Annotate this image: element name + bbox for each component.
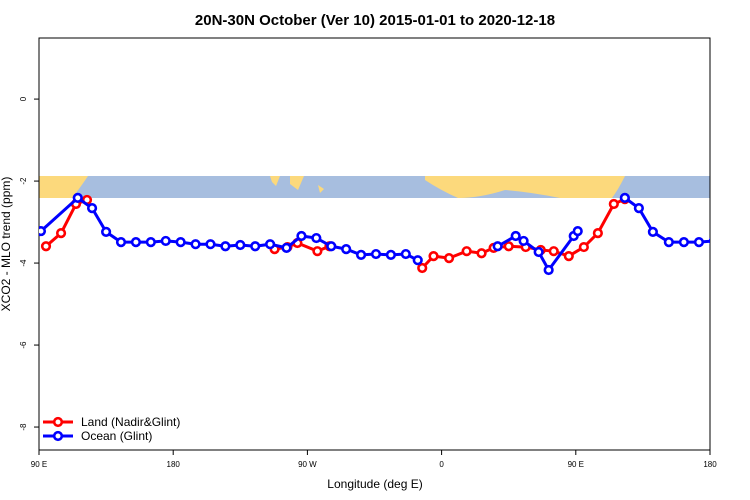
point [533,246,544,258]
point [543,264,554,276]
point [572,225,583,237]
series-line [45,197,626,270]
x-tick-label: 180 [703,460,717,469]
point [592,228,603,239]
point [265,239,276,250]
point [250,241,261,252]
point [175,237,186,248]
point [693,237,705,248]
point [578,241,589,253]
legend-label: Ocean (Glint) [81,429,152,443]
point [311,232,322,244]
point [39,225,47,237]
legend-marker [52,416,64,428]
point [678,237,690,248]
point [412,255,423,266]
point [115,237,127,248]
point [443,253,455,264]
point [55,228,67,239]
point [86,203,98,214]
y-tick-label: -8 [19,423,28,431]
point [100,226,112,238]
point [619,192,630,203]
plot-area [39,192,710,276]
point [647,226,658,238]
x-tick-label: 90 W [298,460,317,469]
point [145,237,156,248]
point [563,250,574,262]
point [130,237,142,248]
legend-marker [52,430,64,442]
point [476,248,487,259]
point [220,241,231,252]
point [428,250,439,262]
legend-label: Land (Nadir&Glint) [81,415,180,429]
point [355,249,367,260]
point [72,192,83,203]
point [341,244,352,255]
x-tick-label: 180 [167,460,181,469]
point [281,242,292,253]
y-tick-label: -6 [19,341,28,349]
point [548,246,559,257]
y-tick-label: -2 [19,177,28,185]
point [518,235,529,247]
point [417,262,428,274]
chart-title: 20N-30N October (Ver 10) 2015-01-01 to 2… [195,12,555,29]
y-axis-label: XCO2 - MLO trend (ppm) [0,177,13,312]
point [461,246,472,257]
point [370,248,382,260]
point [400,248,411,260]
point [708,237,710,245]
x-tick-label: 90 E [568,460,584,469]
point [312,246,323,257]
point [633,203,644,214]
point [503,241,514,252]
point [160,235,171,247]
y-tick-label: -4 [19,259,28,267]
point [326,241,337,252]
point [385,249,397,260]
x-axis-label: Longitude (deg E) [327,477,422,491]
point [235,239,246,251]
map-strip [39,176,710,198]
point [296,230,307,242]
point [492,241,503,252]
y-tick-label: 0 [19,96,28,101]
point [663,237,674,248]
point [608,198,619,210]
point [40,241,52,252]
point [205,239,216,250]
point [190,239,201,250]
point [510,230,521,242]
x-tick-label: 90 E [31,460,47,469]
x-tick-label: 0 [439,460,444,469]
